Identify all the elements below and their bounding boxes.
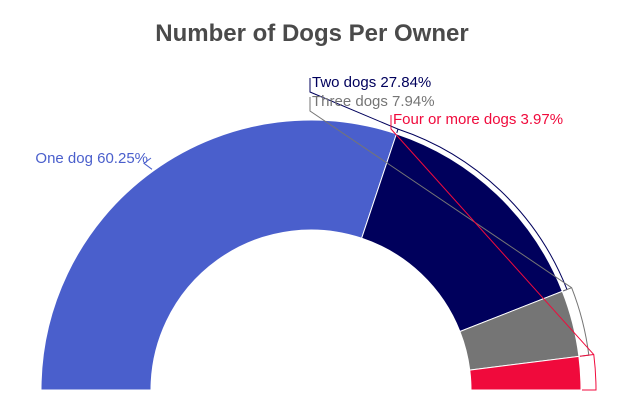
slice-one-dog[interactable] [40, 119, 398, 391]
leader-line-one-dog [143, 157, 153, 170]
slice-two-dogs[interactable] [361, 133, 563, 333]
leader-line-four-or-more-dogs [390, 115, 597, 391]
chart-title: Number of Dogs Per Owner [155, 20, 469, 47]
slice-four-or-more-dogs[interactable] [469, 355, 582, 391]
slice-label-three-dogs: Three dogs 7.94% [312, 93, 435, 110]
slice-label-four-or-more-dogs: Four or more dogs 3.97% [393, 111, 563, 128]
slice-label-two-dogs: Two dogs 27.84% [312, 74, 431, 91]
leader-line-two-dogs [309, 78, 568, 292]
slice-label-one-dog: One dog 60.25% [35, 150, 148, 167]
